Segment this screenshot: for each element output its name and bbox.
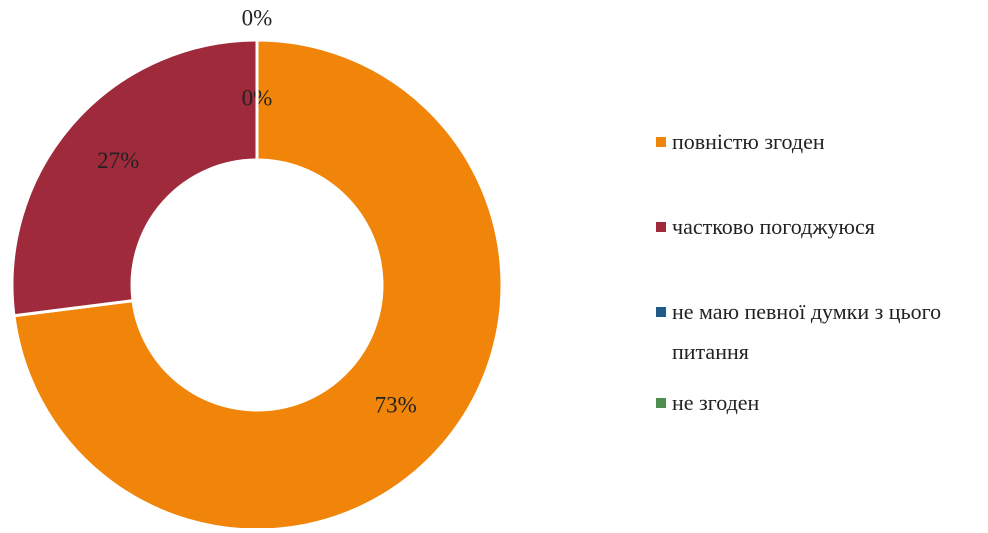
legend-swatch bbox=[656, 307, 666, 317]
data-label: 0% bbox=[242, 5, 273, 30]
data-label: 27% bbox=[97, 148, 139, 173]
legend-item: повністю згоден bbox=[656, 122, 986, 162]
data-label: 73% bbox=[375, 393, 417, 418]
legend-swatch bbox=[656, 137, 666, 147]
legend-swatch bbox=[656, 222, 666, 232]
legend-label: частково погоджуюся bbox=[672, 214, 875, 239]
legend-swatch bbox=[656, 398, 666, 408]
legend-label: не маю певної думки з цього питання bbox=[672, 299, 942, 364]
legend-item: не маю певної думки з цього питання bbox=[656, 292, 986, 372]
legend-label: не згоден bbox=[672, 390, 760, 415]
legend-item: частково погоджуюся bbox=[656, 207, 986, 247]
donut-slice bbox=[10, 38, 259, 318]
legend-item: не згоден bbox=[656, 383, 986, 423]
donut-slice bbox=[12, 38, 504, 532]
legend-label: повністю згоден bbox=[672, 129, 825, 154]
